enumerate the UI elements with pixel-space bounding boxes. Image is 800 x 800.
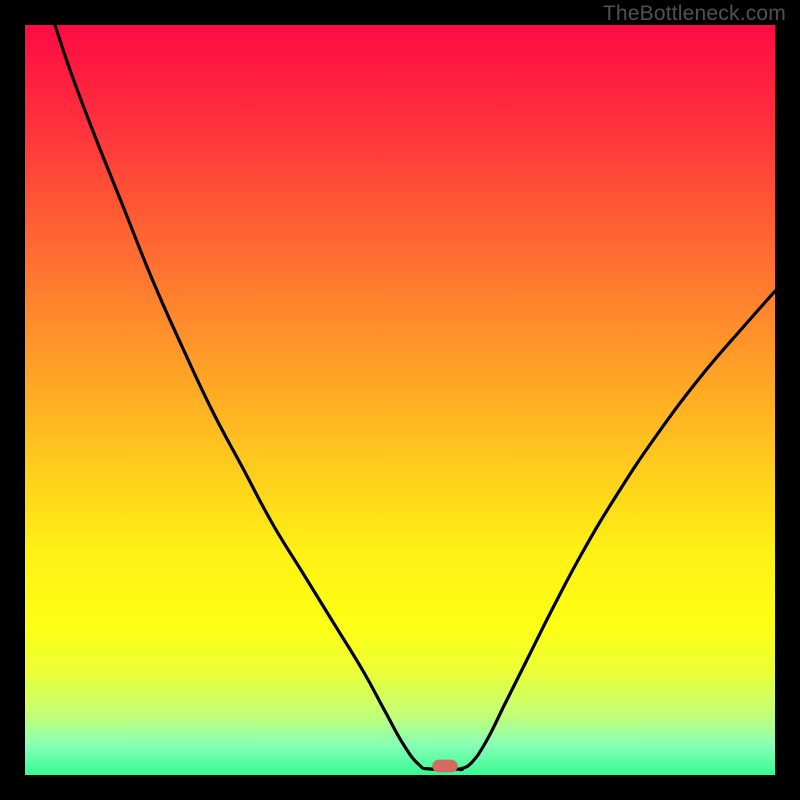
bottleneck-chart-svg <box>0 0 800 800</box>
optimal-point-marker <box>432 760 458 773</box>
chart-plot-area <box>25 25 775 775</box>
chart-container: TheBottleneck.com <box>0 0 800 800</box>
